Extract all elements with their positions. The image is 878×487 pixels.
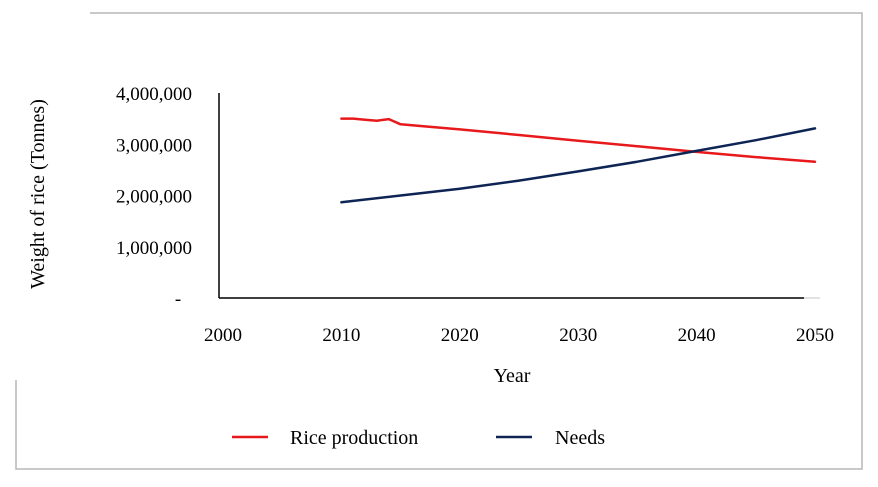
x-tick-label: 2020 xyxy=(441,325,479,346)
chart-border xyxy=(15,12,863,470)
x-tick-label: 2050 xyxy=(796,325,834,346)
y-tick-label: 1,000,000 xyxy=(116,238,192,259)
y-tick-label: 2,000,000 xyxy=(116,187,192,208)
series-line-needs xyxy=(340,127,817,204)
x-tick-label: 2030 xyxy=(559,325,597,346)
legend: Rice production Needs xyxy=(232,427,605,449)
x-tick-label: 2010 xyxy=(322,325,360,346)
x-tick-label: 2000 xyxy=(204,325,242,346)
y-tick-label: 4,000,000 xyxy=(116,84,192,105)
legend-label: Needs xyxy=(555,427,605,449)
series-line-rice-production xyxy=(340,117,817,163)
y-tick-label: 3,000,000 xyxy=(116,135,192,156)
y-tick-label: - xyxy=(175,289,181,310)
x-axis-title: Year xyxy=(494,365,531,387)
x-tick-label: 2040 xyxy=(678,325,716,346)
y-axis-title: Weight of rice (Tonnes) xyxy=(27,99,49,289)
legend-label: Rice production xyxy=(290,427,418,449)
